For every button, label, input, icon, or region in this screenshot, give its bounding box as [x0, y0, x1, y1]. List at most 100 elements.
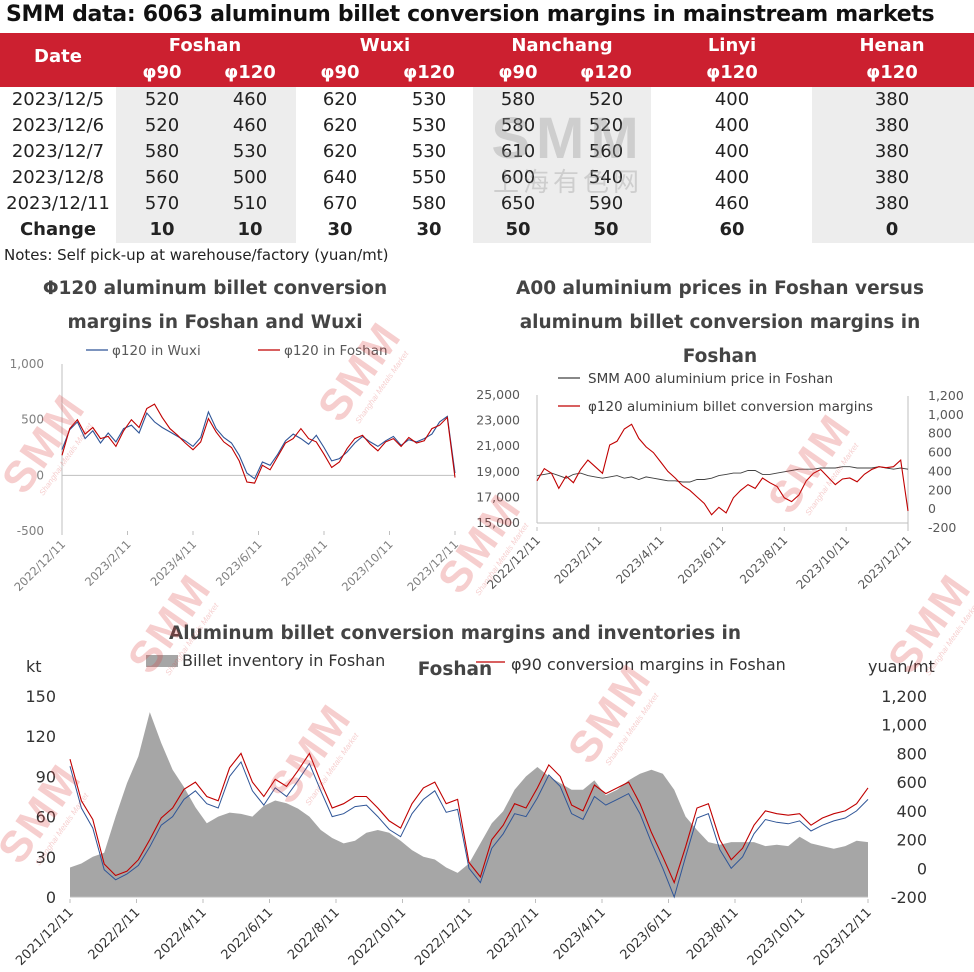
series-line-wuxi	[61, 410, 456, 480]
table-change-cell: 30	[327, 219, 353, 240]
table-change-cell: 50	[593, 219, 619, 240]
right-tick-label: 800	[896, 744, 927, 763]
chart-title-line: Foshan	[682, 346, 758, 367]
x-tick-label: 2022/10/11	[346, 905, 410, 969]
table-value-cell: 580	[500, 89, 536, 110]
x-tick-label: 2023/6/11	[675, 533, 728, 586]
y-tick-label: 500	[21, 413, 44, 427]
series-line-a00-price	[536, 466, 909, 483]
table-value-cell: 500	[232, 167, 268, 188]
right-tick-label: -200	[891, 888, 927, 907]
table-market-header: Wuxi	[359, 35, 411, 56]
table-value-cell: 580	[500, 115, 536, 136]
left-tick-label: 15,000	[476, 515, 520, 530]
chart2-title: A00 aluminium prices in Foshan versus alu…	[500, 272, 940, 374]
x-tick-label: 2023/10/11	[745, 905, 809, 969]
table-market-header: Nanchang	[511, 35, 613, 56]
x-tick-label: 2023/10/11	[339, 537, 396, 594]
table-value-cell: 400	[714, 89, 750, 110]
table-value-cell: 520	[144, 115, 180, 136]
table-value-cell: 380	[874, 141, 910, 162]
table-value-cell: 400	[714, 167, 750, 188]
x-tick-label: 2021/12/11	[13, 905, 77, 969]
right-tick-label: 600	[928, 445, 952, 460]
table-change-cell: 0	[885, 219, 899, 240]
table-date-cell: 2023/12/7	[11, 141, 105, 162]
table-value-cell: 400	[714, 141, 750, 162]
table-value-cell: 460	[714, 193, 750, 214]
table-value-cell: 550	[411, 167, 447, 188]
x-tick-label: 2023/6/11	[213, 537, 265, 589]
table-value-cell: 400	[714, 115, 750, 136]
right-tick-label: 1,200	[881, 687, 927, 706]
table-value-cell: 510	[232, 193, 268, 214]
x-tick-label: 2022/8/11	[285, 905, 343, 963]
table-market-header: Henan	[859, 35, 925, 56]
chart-title-line: Φ120 aluminum billet conversion	[42, 278, 388, 299]
left-tick-label: 30	[36, 848, 56, 867]
table-value-cell: 580	[144, 141, 180, 162]
x-tick-label: 2023/10/11	[793, 533, 852, 592]
table-value-cell: 520	[588, 115, 624, 136]
right-tick-label: -200	[928, 520, 956, 535]
table-change-cell: 10	[237, 219, 263, 240]
left-tick-label: 25,000	[476, 387, 520, 402]
table-shade-col	[116, 87, 296, 243]
x-tick-label: 2023/4/11	[613, 533, 666, 586]
table-value-cell: 600	[500, 167, 536, 188]
x-tick-label: 2023/12/11	[811, 905, 875, 969]
table-shade-col	[812, 87, 974, 243]
x-tick-label: 2022/4/11	[152, 905, 210, 963]
left-tick-label: 0	[46, 888, 56, 907]
right-tick-label: 200	[928, 482, 952, 497]
table-value-cell: 570	[144, 193, 180, 214]
table-value-cell: 560	[588, 141, 624, 162]
series-line-phi120-margins	[536, 423, 909, 516]
x-tick-label: 2023/2/11	[82, 537, 134, 589]
y-tick-label: -500	[17, 524, 44, 538]
right-tick-label: 1,200	[928, 388, 964, 403]
legend-label: φ90 conversion margins in Foshan	[511, 655, 786, 674]
x-tick-label: 2022/12/11	[484, 533, 543, 592]
right-tick-label: 200	[896, 831, 927, 850]
right-tick-label: 1,000	[881, 716, 927, 735]
legend-swatch-inventory	[146, 655, 178, 667]
x-tick-label: 2022/2/11	[86, 905, 144, 963]
table-value-cell: 520	[588, 89, 624, 110]
series-line-foshan	[61, 403, 456, 484]
table-value-cell: 580	[411, 193, 447, 214]
left-tick-label: 17,000	[476, 489, 520, 504]
x-tick-label: 2023/8/11	[684, 905, 742, 963]
table-shade-col	[473, 87, 651, 243]
x-tick-label: 2023/4/11	[148, 537, 200, 589]
table-value-cell: 590	[588, 193, 624, 214]
right-tick-label: 400	[928, 463, 952, 478]
legend-label: SMM A00 aluminium price in Foshan	[588, 371, 833, 387]
page-title: SMM data: 6063 aluminum billet conversio…	[6, 2, 935, 27]
table-change-cell: 60	[719, 219, 745, 240]
table-sub-header: φ120	[866, 62, 918, 83]
right-tick-label: 0	[928, 501, 936, 516]
legend-label: Billet inventory in Foshan	[182, 651, 385, 670]
table-value-cell: 530	[411, 115, 447, 136]
table-change-cell: 30	[416, 219, 442, 240]
chart-title-line: margins in Foshan and Wuxi	[67, 312, 363, 333]
table-change-cell: 50	[505, 219, 531, 240]
x-tick-label: 2023/8/11	[737, 533, 790, 586]
x-tick-label: 2022/12/11	[11, 537, 68, 594]
left-tick-label: 150	[25, 687, 56, 706]
chart1-title: Φ120 aluminum billet conversion margins i…	[20, 272, 410, 340]
table-date-cell: 2023/12/8	[11, 167, 105, 188]
table-value-cell: 620	[322, 141, 358, 162]
legend-label: φ120 in Foshan	[284, 343, 388, 359]
table-value-cell: 460	[232, 89, 268, 110]
table-value-cell: 560	[144, 167, 180, 188]
chart3-margins-inventories: 150 120 90 60 30 0 1,200 1,000 800 600 400 200 0 -200…	[13, 651, 935, 969]
margins-table: Date Foshan Wuxi Nanchang Linyi Henan φ90 φ120 φ…	[0, 33, 974, 243]
x-tick-label: 2022/12/11	[412, 905, 476, 969]
x-tick-label: 2023/12/11	[404, 537, 461, 594]
table-market-header: Foshan	[168, 35, 242, 56]
chart2-a00-vs-margins: 25,000 23,000 21,000 19,000 17,000 15,000 1,20…	[476, 371, 964, 592]
table-sub-header: φ120	[580, 62, 632, 83]
